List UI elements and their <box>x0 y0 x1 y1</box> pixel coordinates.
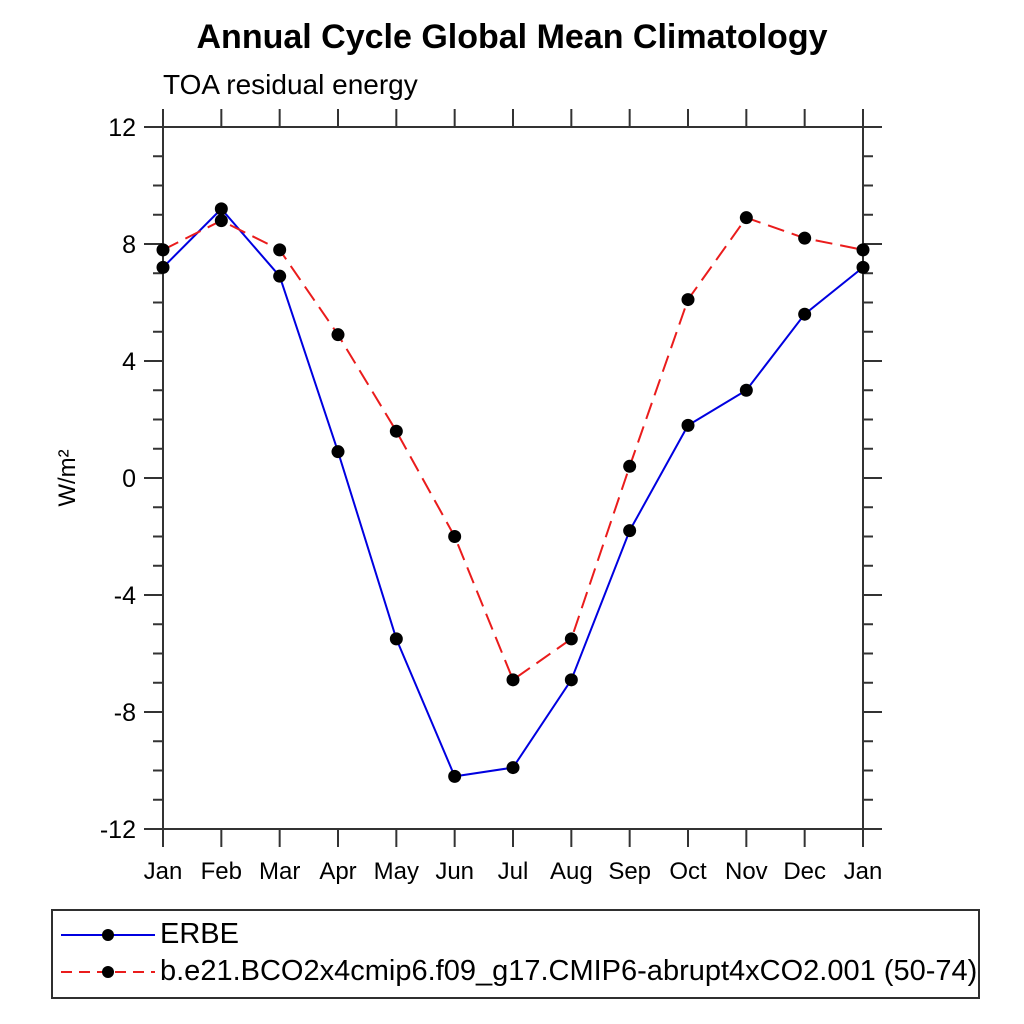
data-point-marker <box>564 673 578 687</box>
data-point-marker <box>448 530 462 543</box>
svg-text:Dec: Dec <box>783 858 826 885</box>
legend-label-erbe: ERBE <box>160 918 239 950</box>
svg-text:Jan: Jan <box>144 858 183 885</box>
data-point-marker <box>623 459 637 473</box>
svg-text:0: 0 <box>122 465 136 493</box>
data-point-marker <box>681 418 695 432</box>
x-axis-month-labels: Jan Feb Mar Apr May Jun Jul Aug Sep Oct Nov Dec Jan <box>144 858 883 885</box>
svg-text:8: 8 <box>122 231 136 259</box>
data-point-marker <box>739 211 753 225</box>
data-point-marker <box>623 524 637 538</box>
svg-text:Jan: Jan <box>844 858 883 885</box>
chart-title: Annual Cycle Global Mean Climatology <box>196 18 828 56</box>
data-point-marker <box>331 445 345 459</box>
plot-border <box>162 126 864 830</box>
chart-subtitle: TOA residual energy <box>163 69 418 100</box>
series-model <box>156 211 870 687</box>
data-point-marker <box>798 231 812 245</box>
series-erbe <box>156 202 870 783</box>
legend-label-model: b.e21.BCO2x4cmip6.f09_g17.CMIP6-abrupt4x… <box>160 955 978 987</box>
svg-text:-8: -8 <box>114 699 136 727</box>
axis-ticks <box>144 109 882 847</box>
data-point-marker <box>156 260 170 274</box>
svg-text:Oct: Oct <box>669 858 707 885</box>
data-point-marker <box>506 673 520 687</box>
svg-text:-12: -12 <box>100 816 136 844</box>
data-point-marker <box>681 293 695 307</box>
y-axis-tick-labels: -12 -8 -4 0 4 8 12 <box>100 114 136 844</box>
data-point-marker <box>739 383 753 397</box>
svg-text:Feb: Feb <box>201 858 242 885</box>
svg-text:Sep: Sep <box>608 858 651 885</box>
data-point-marker <box>448 769 462 783</box>
legend-sample-erbe-line <box>61 928 155 941</box>
svg-text:Nov: Nov <box>725 858 768 885</box>
svg-text:-4: -4 <box>114 582 136 610</box>
data-point-marker <box>214 214 228 228</box>
series-line <box>162 207 864 778</box>
legend-marker-dot <box>102 928 114 941</box>
svg-text:4: 4 <box>122 348 136 376</box>
data-point-marker <box>798 307 812 321</box>
svg-text:12: 12 <box>108 114 136 142</box>
svg-text:Apr: Apr <box>319 858 356 885</box>
legend-sample-model-line <box>61 965 155 978</box>
svg-text:Jun: Jun <box>435 858 474 885</box>
legend: ERBE b.e21.BCO2x4cmip6.f09_g17.CMIP6-abr… <box>51 909 980 999</box>
legend-item-erbe: ERBE <box>53 916 978 953</box>
legend-marker-dot <box>102 965 114 978</box>
data-point-marker <box>273 269 287 283</box>
data-point-marker <box>506 761 520 775</box>
data-point-marker <box>564 632 578 646</box>
data-point-marker <box>856 260 870 274</box>
series-line <box>162 216 864 682</box>
data-point-marker <box>856 243 870 257</box>
data-point-marker <box>389 424 403 438</box>
data-point-marker <box>389 632 403 646</box>
data-point-marker <box>214 202 228 216</box>
svg-text:Mar: Mar <box>259 858 300 885</box>
svg-text:Aug: Aug <box>550 858 593 885</box>
svg-text:Jul: Jul <box>498 858 529 885</box>
data-point-marker <box>156 243 170 257</box>
data-point-marker <box>331 328 345 342</box>
data-point-marker <box>273 243 287 257</box>
legend-item-model: b.e21.BCO2x4cmip6.f09_g17.CMIP6-abrupt4x… <box>53 953 978 990</box>
svg-text:May: May <box>374 858 419 885</box>
